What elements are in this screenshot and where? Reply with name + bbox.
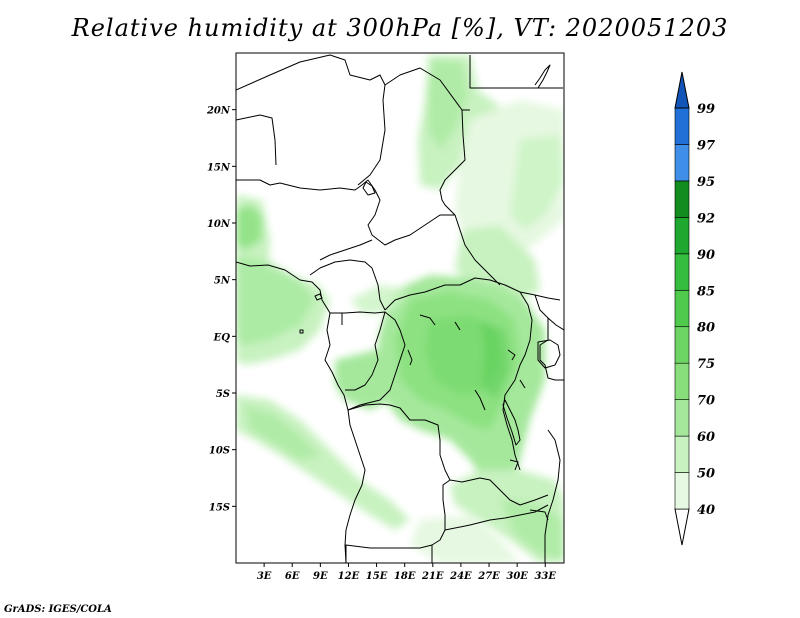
x-tick-label: 27E	[477, 571, 500, 582]
colorbar-bin	[674, 362, 690, 400]
country-borders	[236, 54, 564, 563]
colorbar-bin	[674, 180, 690, 218]
colorbar-label: 92	[697, 211, 715, 226]
x-tick-label: 12E	[338, 571, 360, 582]
colorbar-label: 80	[697, 321, 715, 336]
x-tick-label: 9E	[313, 571, 328, 582]
y-tick-label: 5S	[216, 389, 230, 400]
y-tick-label: 10S	[209, 446, 230, 457]
colorbar-label: 60	[697, 430, 715, 445]
x-tick-label: 33E	[534, 571, 556, 582]
y-tick-label: 15S	[209, 502, 230, 513]
colorbar-label: 50	[697, 467, 715, 482]
colorbar-bin	[674, 253, 690, 291]
x-tick-label: 6E	[285, 571, 300, 582]
colorbar-bin	[674, 326, 690, 364]
colorbar-extend-high	[674, 71, 690, 109]
colorbar-label: 40	[697, 503, 715, 518]
y-tick-label: EQ	[213, 332, 231, 343]
y-tick-label: 15N	[207, 162, 231, 173]
chart-title: Relative humidity at 300hPa [%], VT: 202…	[71, 14, 729, 42]
colorbar-bin	[674, 472, 690, 510]
colorbar-extend-low	[674, 508, 690, 546]
map-frame	[235, 52, 565, 564]
colorbar-bin	[674, 107, 690, 145]
colorbar-label: 95	[697, 175, 715, 190]
colorbar-bin	[674, 435, 690, 473]
colorbar-label: 99	[697, 102, 715, 117]
colorbar-bin	[674, 399, 690, 437]
colorbar-label: 90	[697, 248, 715, 263]
colorbar-bin	[674, 289, 690, 328]
y-tick-label: 5N	[214, 276, 231, 287]
x-tick-label: 21E	[421, 571, 444, 582]
y-tick-label: 20N	[206, 106, 231, 117]
colorbar-label: 70	[697, 394, 715, 409]
colorbar-label: 85	[697, 284, 715, 299]
y-tick-label: 10N	[207, 219, 231, 230]
colorbar-bin	[674, 217, 690, 255]
x-tick-label: 24E	[449, 571, 472, 582]
x-tick-label: 15E	[366, 571, 388, 582]
colorbar-bin	[674, 144, 690, 182]
colorbar: 40 50 60 70 75 80 85 90 92 95 97 99	[674, 71, 715, 546]
grads-credit: GrADS: IGES/COLA	[4, 604, 112, 615]
colorbar-label: 97	[697, 138, 715, 153]
x-axis: 3E 6E 9E 12E 15E 18E 21E 24E 27E 30E 33E	[257, 563, 556, 582]
x-tick-label: 30E	[506, 571, 528, 582]
colorbar-label: 75	[697, 357, 715, 372]
x-tick-label: 3E	[257, 571, 272, 582]
x-tick-label: 18E	[394, 571, 416, 582]
humidity-field	[236, 53, 564, 563]
y-axis: 20N 15N 10N 5N EQ 5S 10S 15S	[206, 106, 236, 513]
